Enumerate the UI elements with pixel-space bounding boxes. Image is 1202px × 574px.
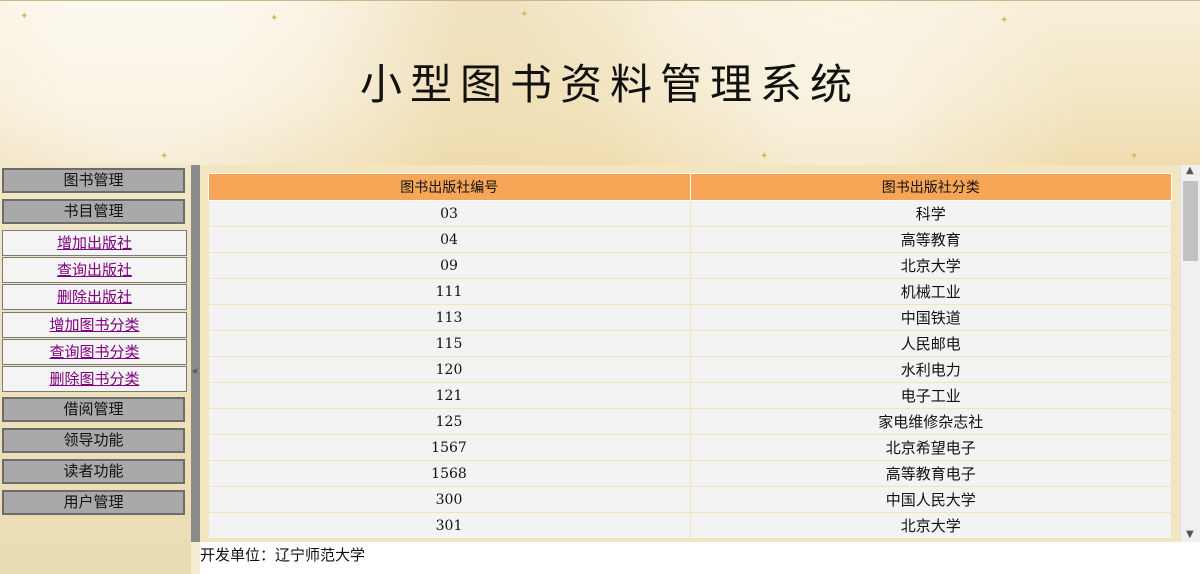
table-row: 300 中国人民大学 — [208, 486, 1172, 513]
decor-dot: ✦ — [520, 9, 529, 20]
menu-group-reader-functions[interactable]: 读者功能 — [2, 459, 185, 484]
table-row: 121 电子工业 — [208, 382, 1172, 409]
publisher-table: 图书出版社编号 图书出版社分类 03 科学 04 高等教育 09 北京大学 111 机械… — [208, 173, 1172, 539]
table-row: 1567 北京希望电子 — [208, 434, 1172, 461]
decor-dot: ✦ — [270, 13, 279, 24]
column-header-publisher-code: 图书出版社编号 — [208, 173, 691, 201]
footer-developer-text: 开发单位：辽宁师范大学 — [200, 546, 366, 564]
column-header-publisher-category: 图书出版社分类 — [689, 173, 1172, 201]
sidebar-menu: 图书管理 书目管理 增加出版社 查询出版社 删除出版社 增加图书分类 查询图书分… — [0, 165, 191, 574]
table-row: 115 人民邮电 — [208, 330, 1172, 357]
scrollbar-thumb[interactable] — [1183, 181, 1198, 261]
link-delete-book-category[interactable]: 删除图书分类 — [2, 366, 187, 392]
cell-publisher-code: 120 — [208, 356, 691, 383]
cell-publisher-category: 人民邮电 — [690, 330, 1172, 357]
double-left-chevron-icon[interactable]: « — [192, 366, 199, 377]
table-row: 04 高等教育 — [208, 226, 1172, 253]
table-row: 03 科学 — [208, 200, 1172, 227]
table-row: 113 中国铁道 — [208, 304, 1172, 331]
cell-publisher-category: 科学 — [690, 200, 1172, 227]
cell-publisher-category: 中国人民大学 — [690, 486, 1172, 513]
app-title: 小型图书资料管理系统 — [360, 60, 861, 110]
cell-publisher-code: 09 — [208, 252, 691, 279]
cell-publisher-category: 北京大学 — [690, 512, 1172, 539]
menu-group-leader-functions[interactable]: 领导功能 — [2, 428, 185, 453]
chevron-up-icon[interactable]: ▲ — [1186, 165, 1194, 176]
menu-group-borrow-management[interactable]: 借阅管理 — [2, 397, 185, 422]
cell-publisher-code: 113 — [208, 304, 691, 331]
link-add-publisher[interactable]: 增加出版社 — [2, 230, 187, 256]
header-banner: ✦ ✦ ✦ ✦ ✦ ✦ ✦ 小型图书资料管理系统 — [0, 0, 1202, 166]
cell-publisher-code: 03 — [208, 200, 691, 227]
publisher-table-container: 图书出版社编号 图书出版社分类 03 科学 04 高等教育 09 北京大学 111 机械… — [208, 173, 1172, 539]
table-row: 125 家电维修杂志社 — [208, 408, 1172, 435]
cell-publisher-code: 125 — [208, 408, 691, 435]
link-add-book-category[interactable]: 增加图书分类 — [2, 312, 187, 338]
menu-group-book-management[interactable]: 图书管理 — [2, 168, 185, 193]
decor-dot: ✦ — [1130, 151, 1139, 162]
cell-publisher-category: 水利电力 — [690, 356, 1172, 383]
window-edge — [1200, 0, 1202, 574]
cell-publisher-category: 机械工业 — [690, 278, 1172, 305]
cell-publisher-category: 高等教育电子 — [690, 460, 1172, 487]
cell-publisher-code: 04 — [208, 226, 691, 253]
cell-publisher-category: 北京希望电子 — [690, 434, 1172, 461]
cell-publisher-category: 中国铁道 — [690, 304, 1172, 331]
link-delete-publisher[interactable]: 删除出版社 — [2, 284, 187, 310]
cell-publisher-code: 115 — [208, 330, 691, 357]
cell-publisher-code: 1567 — [208, 434, 691, 461]
vertical-scrollbar[interactable]: ▲ ▼ — [1180, 165, 1201, 542]
menu-group-user-management[interactable]: 用户管理 — [2, 490, 185, 515]
table-row: 301 北京大学 — [208, 512, 1172, 539]
main-content: 图书出版社编号 图书出版社分类 03 科学 04 高等教育 09 北京大学 111 机械… — [200, 165, 1180, 542]
cell-publisher-category: 家电维修杂志社 — [690, 408, 1172, 435]
footer: 开发单位：辽宁师范大学 — [200, 542, 1200, 574]
link-query-book-category[interactable]: 查询图书分类 — [2, 339, 187, 365]
decor-dot: ✦ — [20, 11, 29, 22]
decor-dot: ✦ — [760, 151, 769, 162]
decor-dot: ✦ — [160, 151, 169, 162]
table-header-row: 图书出版社编号 图书出版社分类 — [208, 173, 1172, 201]
cell-publisher-code: 1568 — [208, 460, 691, 487]
frame-splitter[interactable] — [191, 165, 200, 542]
decor-dot: ✦ — [1000, 15, 1009, 26]
cell-publisher-category: 高等教育 — [690, 226, 1172, 253]
table-row: 1568 高等教育电子 — [208, 460, 1172, 487]
table-row: 111 机械工业 — [208, 278, 1172, 305]
chevron-down-icon[interactable]: ▼ — [1186, 529, 1194, 540]
table-row: 120 水利电力 — [208, 356, 1172, 383]
cell-publisher-code: 121 — [208, 382, 691, 409]
cell-publisher-code: 300 — [208, 486, 691, 513]
menu-group-catalog-management[interactable]: 书目管理 — [2, 199, 185, 224]
cell-publisher-category: 北京大学 — [690, 252, 1172, 279]
cell-publisher-code: 111 — [208, 278, 691, 305]
link-query-publisher[interactable]: 查询出版社 — [2, 257, 187, 283]
cell-publisher-category: 电子工业 — [690, 382, 1172, 409]
cell-publisher-code: 301 — [208, 512, 691, 539]
table-row: 09 北京大学 — [208, 252, 1172, 279]
